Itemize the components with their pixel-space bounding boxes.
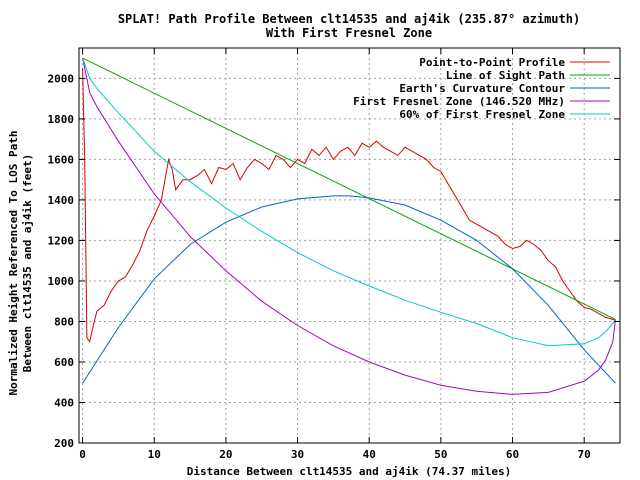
legend-label: 60% of First Fresnel Zone <box>399 108 565 121</box>
y-axis-label-line2: Between clt14535 and aj4ik (feet) <box>21 154 34 373</box>
series-layer <box>82 57 616 395</box>
x-axis-label: Distance Between clt14535 and aj4ik (74.… <box>187 465 512 478</box>
legend-label: Point-to-Point Profile <box>419 56 565 69</box>
x-tick-label: 0 <box>79 448 86 461</box>
x-tick-label: 70 <box>578 448 591 461</box>
x-tick-label: 40 <box>363 448 376 461</box>
x-tick-label: 10 <box>148 448 161 461</box>
y-tick-label: 600 <box>54 356 74 369</box>
y-tick-label: 1200 <box>48 234 75 247</box>
y-tick-label: 1000 <box>48 275 75 288</box>
y-tick-label: 2000 <box>48 72 75 85</box>
y-tick-label: 1400 <box>48 194 75 207</box>
axis-ticks: 200 400 600 800 1000 1200 1400 1600 1800 2000 0 10 2… <box>48 48 620 461</box>
legend-label: Earth's Curvature Contour <box>399 82 565 95</box>
x-tick-label: 50 <box>434 448 447 461</box>
chart-subtitle: With First Fresnel Zone <box>266 26 432 40</box>
series-line-1 <box>82 68 616 343</box>
y-tick-label: 200 <box>54 437 74 450</box>
plot-frame <box>78 47 621 444</box>
x-tick-label: 60 <box>506 448 519 461</box>
legend-label: First Fresnel Zone (146.520 MHz) <box>353 95 565 108</box>
series-line-2 <box>82 57 616 320</box>
series-line-3 <box>82 195 616 384</box>
chart-title: SPLAT! Path Profile Between clt14535 and… <box>118 12 580 26</box>
series-line-4 <box>82 57 616 395</box>
y-tick-label: 1600 <box>48 153 75 166</box>
legend-label: Line of Sight Path <box>446 69 565 82</box>
x-tick-label: 20 <box>219 448 232 461</box>
y-tick-label: 400 <box>54 396 74 409</box>
y-tick-label: 800 <box>54 315 74 328</box>
x-tick-label: 30 <box>291 448 304 461</box>
series-line-5 <box>82 57 616 347</box>
y-tick-label: 1800 <box>48 113 75 126</box>
y-axis-label-line1: Normalized Height Referenced To LOS Path <box>7 131 20 396</box>
